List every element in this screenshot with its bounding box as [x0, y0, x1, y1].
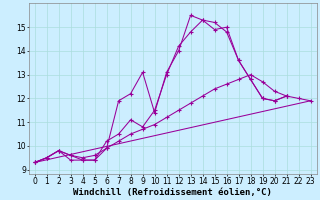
X-axis label: Windchill (Refroidissement éolien,°C): Windchill (Refroidissement éolien,°C) [73, 188, 272, 197]
